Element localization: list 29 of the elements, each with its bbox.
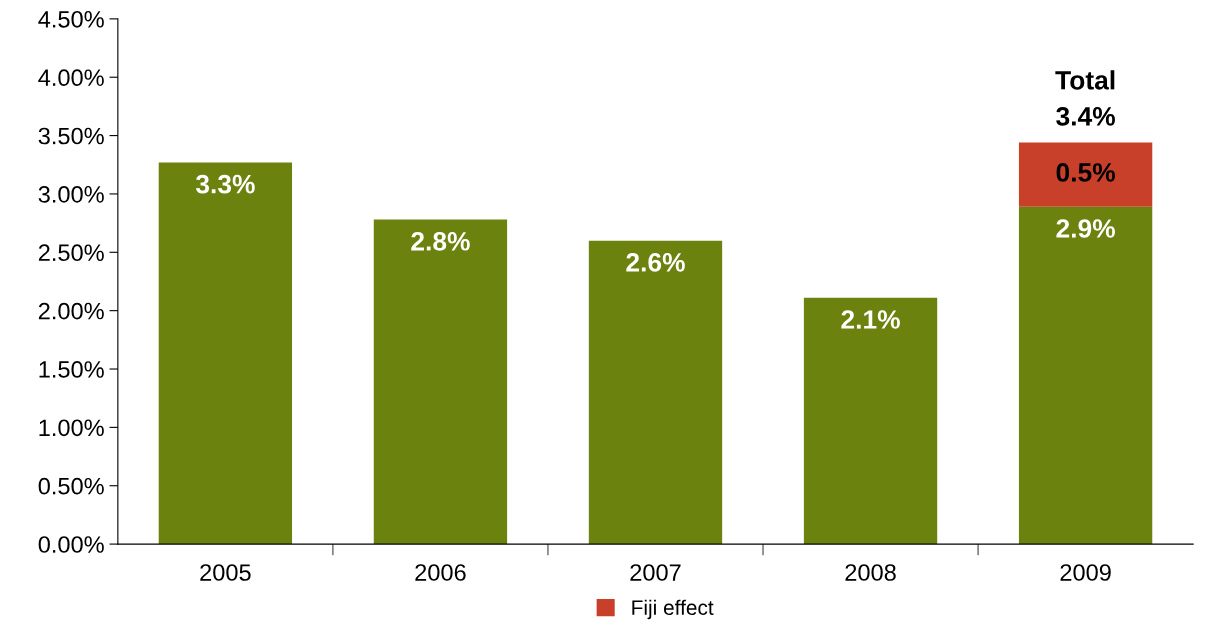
bar <box>588 240 723 545</box>
bar <box>1018 142 1153 207</box>
x-tick-label: 2007 <box>630 564 681 581</box>
y-tick-label: 4.00% <box>38 69 104 87</box>
y-tick-label: 1.00% <box>39 419 104 437</box>
bar <box>1018 206 1153 545</box>
x-tick-label: 2005 <box>200 564 251 581</box>
bar <box>373 219 508 545</box>
y-tick-label: 0.50% <box>38 477 104 495</box>
x-tick-label: 2008 <box>845 564 896 581</box>
x-tick-label: 2006 <box>415 564 466 581</box>
bar <box>158 162 293 545</box>
total-label: Total 3.4% <box>1055 70 1115 126</box>
data-label: 2.6% <box>626 253 685 272</box>
y-tick-label: 2.50% <box>38 244 104 262</box>
y-tick-label: 3.50% <box>38 127 104 145</box>
y-tick-label: 0.00% <box>38 536 104 553</box>
data-label: 3.3% <box>195 174 255 194</box>
data-label: 2.8% <box>411 231 470 251</box>
bar <box>803 297 938 545</box>
x-tick-label: 2009 <box>1060 564 1111 581</box>
data-label: 2.9% <box>1056 219 1115 238</box>
data-label: 0.5% <box>1056 163 1115 182</box>
legend-label: Fiji effect <box>632 599 714 620</box>
y-tick-label: 4.50% <box>38 10 104 28</box>
data-label: 2.1% <box>841 310 900 329</box>
y-tick-label: 3.00% <box>38 186 104 203</box>
y-tick-label: 1.50% <box>39 361 104 378</box>
y-tick-label: 2.00% <box>38 302 104 320</box>
